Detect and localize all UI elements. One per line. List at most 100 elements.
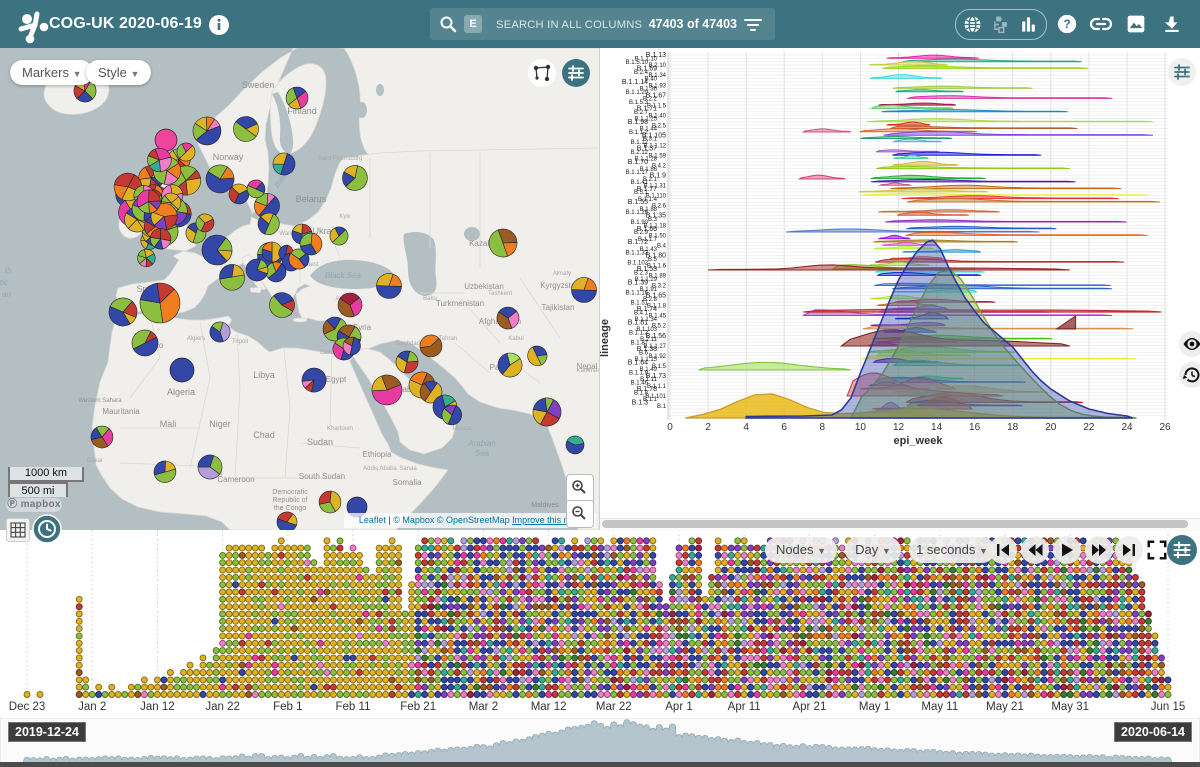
svg-text:B.1.1: B.1.1 [643, 397, 658, 403]
svg-text:Mar 2: Mar 2 [469, 701, 498, 713]
svg-text:South Sudan: South Sudan [299, 472, 345, 481]
svg-text:B.1.74: B.1.74 [637, 306, 657, 313]
svg-text:B.1.36: B.1.36 [640, 87, 658, 93]
svg-text:Syria: Syria [353, 323, 372, 332]
svg-text:B.2.11: B.2.11 [640, 337, 658, 343]
svg-text:B.1.1.17: B.1.1.17 [626, 170, 649, 176]
svg-text:Finland: Finland [287, 106, 317, 116]
svg-text:B.1.41: B.1.41 [631, 180, 649, 186]
svg-text:B.1.5.10: B.1.5.10 [626, 60, 649, 66]
svg-text:B.1.44: B.1.44 [640, 127, 658, 133]
svg-text:10: 10 [855, 422, 867, 433]
svg-text:Mali: Mali [160, 419, 177, 429]
svg-text:B.1.102: B.1.102 [627, 260, 648, 266]
svg-text:Democratic: Democratic [272, 489, 308, 496]
svg-text:B.1.50: B.1.50 [649, 234, 667, 240]
svg-text:B.1.55: B.1.55 [628, 199, 648, 206]
svg-text:B.1.64: B.1.64 [628, 360, 648, 367]
svg-text:B.1.1.8: B.1.1.8 [647, 304, 667, 310]
svg-text:Mar 22: Mar 22 [596, 701, 632, 713]
svg-text:4: 4 [743, 422, 749, 433]
svg-text:Cameroon: Cameroon [217, 475, 254, 484]
svg-text:B.1.1.6: B.1.1.6 [647, 264, 667, 270]
svg-text:Ukraine: Ukraine [312, 226, 343, 236]
svg-text:Tripoli: Tripoli [232, 339, 248, 345]
svg-text:Algeria: Algeria [167, 387, 195, 397]
svg-text:B.4.2: B.4.2 [652, 163, 667, 169]
svg-text:B.1.1.33: B.1.1.33 [626, 250, 649, 256]
svg-text:B.1.56: B.1.56 [646, 333, 666, 340]
svg-text:Chad: Chad [253, 430, 275, 440]
svg-text:Sudan: Sudan [307, 437, 333, 447]
svg-text:B.1.73: B.1.73 [646, 373, 666, 380]
svg-text:Libya: Libya [253, 370, 275, 380]
svg-text:Egypt: Egypt [326, 375, 347, 384]
svg-text:14: 14 [931, 422, 943, 433]
svg-text:B.1.88: B.1.88 [640, 207, 658, 213]
svg-text:B.1.81: B.1.81 [628, 319, 648, 326]
svg-text:th: th [5, 266, 12, 275]
svg-text:Western Sahara: Western Sahara [78, 398, 122, 404]
svg-text:B.6: B.6 [639, 351, 649, 357]
svg-text:B.1.45: B.1.45 [649, 314, 667, 320]
svg-text:B.1.34: B.1.34 [649, 73, 667, 79]
svg-text:Khartoum: Khartoum [327, 426, 353, 432]
svg-text:lineage: lineage [600, 319, 611, 357]
svg-text:Niger: Niger [209, 419, 231, 429]
svg-text:Belarus: Belarus [296, 194, 327, 204]
svg-text:Arabian: Arabian [467, 439, 496, 448]
svg-text:B.40: B.40 [645, 77, 658, 83]
svg-text:May 21: May 21 [986, 701, 1024, 713]
svg-text:Algiers: Algiers [187, 336, 205, 342]
svg-text:B.1.38: B.1.38 [637, 346, 657, 353]
svg-text:B.1.72: B.1.72 [628, 239, 648, 246]
svg-text:B.2.6: B.2.6 [652, 204, 667, 210]
svg-text:B.4: B.4 [657, 244, 667, 250]
svg-text:May 1: May 1 [859, 701, 890, 713]
svg-text:Somalia: Somalia [393, 478, 422, 487]
svg-text:B.1.5.3: B.1.5.3 [629, 100, 649, 106]
svg-text:Jan 22: Jan 22 [205, 701, 240, 713]
svg-text:Turkmenistan: Turkmenistan [436, 299, 484, 308]
svg-text:B.1.1.2: B.1.1.2 [629, 130, 649, 136]
svg-text:B.1.77: B.1.77 [637, 186, 657, 193]
svg-text:B.1.71: B.1.71 [637, 106, 657, 113]
svg-text:B.1.66: B.1.66 [637, 226, 657, 233]
svg-text:B.1.8: B.1.8 [634, 391, 649, 397]
svg-text:B.1.91: B.1.91 [640, 287, 658, 293]
svg-text:epi_week: epi_week [894, 435, 944, 447]
svg-text:B.1.43: B.1.43 [640, 247, 658, 253]
svg-text:B.1.1.25: B.1.1.25 [635, 117, 658, 123]
svg-text:B.1.35: B.1.35 [646, 213, 666, 220]
svg-text:Feb 1: Feb 1 [273, 701, 302, 713]
svg-text:B.2.1: B.2.1 [643, 177, 658, 183]
svg-text:Apr 11: Apr 11 [728, 701, 761, 713]
svg-text:B.1.51: B.1.51 [631, 300, 649, 306]
svg-text:B.2.3: B.2.3 [634, 270, 649, 276]
svg-text:B.1.1.20: B.1.1.20 [626, 90, 649, 96]
svg-text:B.1.65: B.1.65 [646, 293, 666, 300]
svg-text:B.1.37: B.1.37 [637, 146, 657, 153]
svg-text:B.1.5: B.1.5 [652, 364, 667, 370]
svg-text:Sea: Sea [475, 449, 490, 458]
svg-text:B.1.9: B.1.9 [650, 172, 666, 179]
svg-text:B.1.1.26: B.1.1.26 [626, 210, 649, 216]
svg-text:B.1.98: B.1.98 [628, 119, 648, 126]
svg-text:Kathmandu: Kathmandu [577, 368, 600, 374]
svg-text:Muscat: Muscat [452, 426, 472, 432]
svg-text:B.4.1: B.4.1 [634, 310, 649, 316]
svg-text:B.1.92: B.1.92 [649, 354, 667, 360]
svg-text:2: 2 [705, 422, 711, 433]
svg-text:B.5.1: B.5.1 [634, 190, 649, 196]
svg-text:B.3: B.3 [648, 217, 658, 223]
svg-text:B.1.90: B.1.90 [631, 220, 649, 226]
svg-text:B.1.11: B.1.11 [640, 377, 658, 383]
svg-text:B.3.2: B.3.2 [652, 284, 667, 290]
svg-text:Sanaa: Sanaa [399, 466, 417, 472]
svg-text:B.1.1.10: B.1.1.10 [635, 57, 658, 63]
svg-text:8: 8 [820, 422, 826, 433]
svg-text:Mar 12: Mar 12 [531, 701, 567, 713]
svg-text:B.1.1.5: B.1.1.5 [647, 103, 667, 109]
svg-text:B.1.3: B.1.3 [632, 400, 648, 407]
svg-text:B.1.78: B.1.78 [637, 386, 657, 393]
